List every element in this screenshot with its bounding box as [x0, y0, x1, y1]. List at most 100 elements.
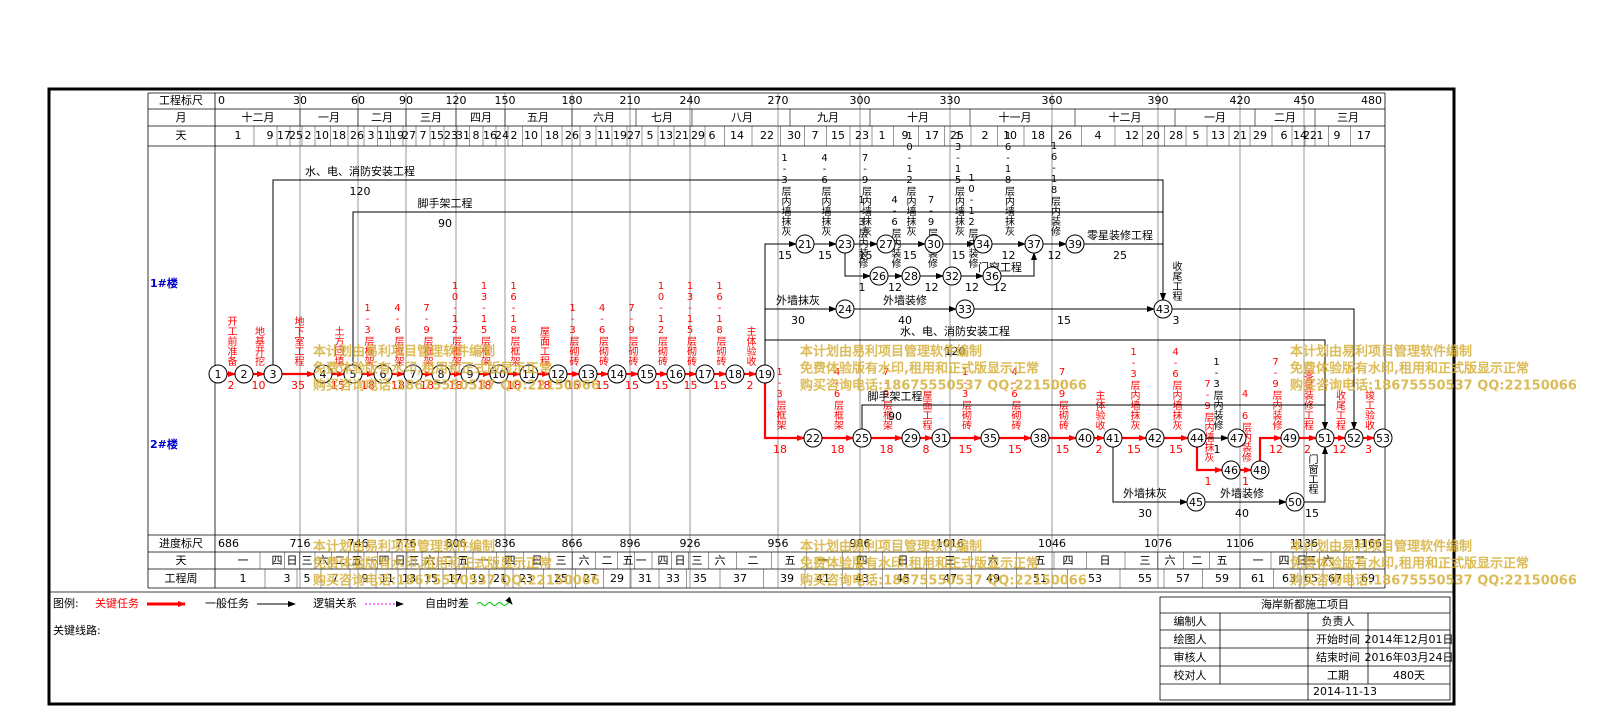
day-label: 7 [812, 129, 819, 142]
node [343, 364, 363, 384]
week-label: 17 [448, 572, 462, 585]
week-label: 29 [610, 572, 624, 585]
weekday-label: 四 [272, 554, 283, 567]
info-label: 绘图人 [1174, 632, 1207, 646]
activity-duration: 18 [391, 379, 405, 392]
activity-arrow [1258, 435, 1282, 461]
lane-label: 1#楼 [150, 276, 178, 290]
node-label: 45 [1189, 496, 1203, 509]
week-label: 49 [986, 572, 1000, 585]
activity-arrow [764, 339, 1328, 430]
ruler-label: 0 [218, 94, 225, 107]
node-label: 23 [838, 238, 852, 251]
week-label: 59 [1215, 572, 1229, 585]
activity-duration: 40 [1235, 507, 1249, 520]
node [931, 428, 951, 448]
node [208, 364, 228, 384]
weekday-label: 四 [379, 554, 390, 567]
node-label: 52 [1347, 432, 1361, 445]
weekday-label: 五 [352, 554, 363, 567]
activity-duration: 12 [925, 281, 939, 294]
node-label: 26 [872, 270, 886, 283]
activity-name: 7-9层框架 [421, 303, 433, 367]
weekday-label: 二 [748, 554, 759, 567]
activity-duration: 18 [537, 379, 551, 392]
ruler-label: 180 [562, 94, 583, 107]
node [755, 364, 775, 384]
info-label: 编制人 [1174, 614, 1207, 628]
activity-duration: 15 [903, 249, 917, 262]
activity-arrow [1084, 243, 1166, 301]
week-label: 51 [1033, 572, 1047, 585]
activity-duration: 15 [566, 379, 580, 392]
week-label: 41 [816, 572, 830, 585]
node [313, 364, 333, 384]
week-label: 11 [380, 572, 394, 585]
watermark: 本计划由易利项目管理软件编制 [800, 344, 982, 360]
node-label: 16 [669, 368, 683, 381]
day-label: 20 [1146, 129, 1160, 142]
activity-duration: 12 [888, 281, 902, 294]
month-label: 一月 [1204, 111, 1226, 124]
node-label: 17 [698, 368, 712, 381]
activity-duration: 15 [684, 379, 698, 392]
weekday-label: 一 [818, 554, 829, 567]
node-label: 14 [610, 368, 624, 381]
weekday-label: 日 [1100, 554, 1111, 567]
activity-duration: 18 [478, 379, 492, 392]
ruler-label: 956 [768, 537, 789, 550]
activity-duration: 18 [831, 443, 845, 456]
node-label: 15 [640, 368, 654, 381]
ruler-label: 450 [1294, 94, 1315, 107]
month-label: 五月 [527, 111, 549, 124]
weekday-label: 日 [395, 554, 406, 567]
node-label: 1 [215, 368, 222, 381]
activity-arrow [763, 383, 805, 441]
week-label: 55 [1138, 572, 1152, 585]
activity-name: 4-6层内装修 [889, 195, 901, 269]
ruler-label: 806 [446, 537, 467, 550]
info-value: 480天 [1393, 669, 1425, 682]
watermark: 本计划由易利项目管理软件编制 [1290, 344, 1472, 360]
lane-label: 2#楼 [150, 437, 178, 451]
week-label: 19 [471, 572, 485, 585]
activity-name: 13-15层内墙抹灰 [953, 131, 965, 237]
activity-name: 16-18层内墙抹灰 [1003, 131, 1015, 237]
watermark: 购买咨询电话:18675550537 QQ:22150066 [313, 573, 600, 589]
critical-path-label: 关键线路: [53, 623, 101, 637]
node-label: 44 [1190, 432, 1204, 445]
day-label: 15 [831, 129, 845, 142]
activity-name: 外墙抹灰 [776, 293, 820, 307]
activity-duration: 15 [959, 443, 973, 456]
day-label: 6 [709, 129, 716, 142]
node [373, 364, 393, 384]
week-label: 39 [780, 572, 794, 585]
activity-duration: 15 [1169, 443, 1183, 456]
grid [50, 92, 1453, 593]
node [852, 428, 872, 448]
day-label: 5 [647, 129, 654, 142]
watermark: 免费体验版有水印,租用和正式版显示正常 [800, 361, 1039, 377]
node-label: 46 [1224, 464, 1238, 477]
week-label: 7 [332, 572, 339, 585]
node [637, 364, 657, 384]
activity-name: 1-3层内墙抹灰 [1128, 347, 1140, 431]
watermark: 免费体验版有水印,租用和正式版显示正常 [1290, 556, 1529, 572]
activity-name: 外墙抹灰 [1123, 486, 1167, 500]
legend-label: 逻辑关系 [313, 596, 357, 610]
week-label: 9 [362, 572, 369, 585]
day-label: 9 [267, 129, 274, 142]
node [1285, 492, 1305, 512]
weekday-label: 二 [1355, 554, 1366, 567]
activity-duration: 15 [1127, 443, 1141, 456]
day-label: 13 [1211, 129, 1225, 142]
weekday-label: 六 [579, 554, 590, 567]
ruler-label: 866 [562, 537, 583, 550]
node-label: 36 [985, 270, 999, 283]
activity-duration: 15 [818, 249, 832, 262]
activity-name: 7-9层内装修 [1270, 357, 1282, 431]
node [234, 364, 254, 384]
day-label: 4 [1095, 129, 1102, 142]
legend-swatch [476, 596, 513, 606]
